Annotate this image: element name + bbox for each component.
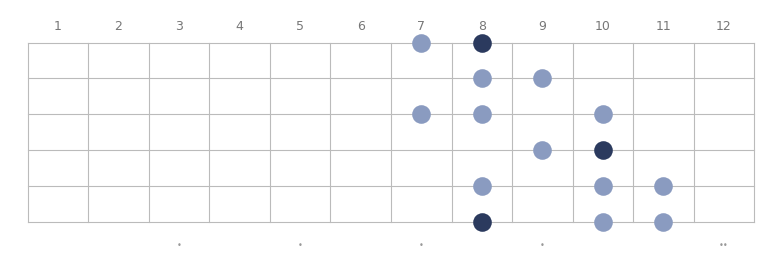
Text: ••: •• (719, 241, 729, 251)
Point (475, 184, 488, 188)
Text: 10: 10 (595, 20, 611, 33)
Text: •: • (540, 241, 545, 251)
Text: 6: 6 (357, 20, 364, 33)
Point (597, 148, 609, 152)
Point (415, 112, 428, 116)
Point (415, 40, 428, 45)
Text: 11: 11 (655, 20, 671, 33)
Text: 7: 7 (418, 20, 425, 33)
Point (597, 112, 609, 116)
Text: •: • (177, 241, 181, 251)
Text: 8: 8 (478, 20, 486, 33)
Point (475, 220, 488, 224)
Text: •: • (419, 241, 424, 251)
Text: •: • (298, 241, 303, 251)
Point (536, 148, 549, 152)
Point (597, 220, 609, 224)
Text: 12: 12 (716, 20, 732, 33)
Point (597, 184, 609, 188)
Point (475, 112, 488, 116)
Point (475, 40, 488, 45)
Text: 2: 2 (115, 20, 123, 33)
Text: 3: 3 (175, 20, 183, 33)
Text: 4: 4 (235, 20, 243, 33)
Text: 9: 9 (539, 20, 547, 33)
Point (657, 220, 669, 224)
Point (475, 76, 488, 81)
Point (657, 184, 669, 188)
Text: 1: 1 (54, 20, 62, 33)
Text: 5: 5 (296, 20, 304, 33)
Point (536, 76, 549, 81)
